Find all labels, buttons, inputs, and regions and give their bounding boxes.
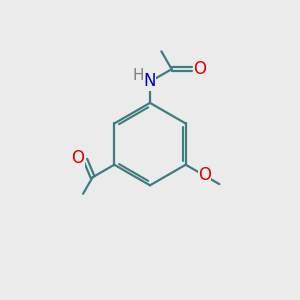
Text: N: N	[143, 72, 156, 90]
Text: O: O	[193, 60, 206, 78]
Text: O: O	[198, 166, 211, 184]
Text: H: H	[133, 68, 144, 83]
Text: O: O	[71, 149, 84, 167]
